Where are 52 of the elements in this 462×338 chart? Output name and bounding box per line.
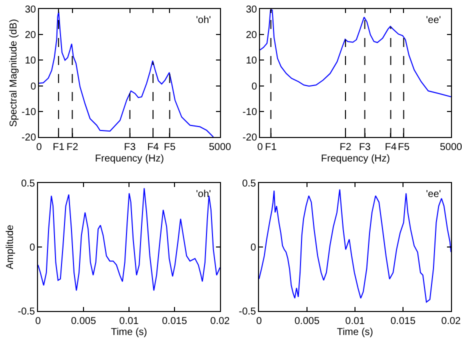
x-tick-label: F5 [164, 142, 176, 153]
x-tick-label: F3 [358, 142, 372, 153]
y-tick-label: 0 [30, 81, 36, 92]
annotation: 'oh' [196, 15, 212, 26]
x-tick-label: 0.01 [345, 316, 366, 327]
y-tick-label: 10 [24, 56, 36, 67]
y-tick-label: -0.5 [238, 306, 256, 318]
x-tick-label: 0.02 [441, 316, 462, 327]
x-tick-label: F1 [265, 142, 278, 153]
x-tick-label: 0.02 [210, 316, 230, 327]
y-tick-label: 0 [29, 242, 36, 254]
x-tick-label: F1 [52, 142, 65, 153]
y-tick-label: 30 [24, 4, 36, 16]
x-tick-label: F4 [147, 142, 160, 153]
y-tick-label: -20 [242, 132, 258, 144]
x-tick-label: 5000 [440, 142, 462, 153]
x-tick-label: F2 [340, 142, 352, 153]
x-tick-label: F5 [398, 142, 410, 153]
y-tick-label: -0.5 [18, 306, 36, 318]
x-tick-label: 0.015 [162, 316, 188, 327]
y-tick-label: 0.5 [242, 178, 256, 190]
y-tick-label: 0 [251, 81, 258, 92]
x-tick-label: 0.01 [119, 316, 140, 327]
x-tick-label: F2 [66, 142, 79, 153]
y-tick-label: -20 [22, 132, 36, 144]
y-tick-label: 30 [246, 4, 258, 16]
line-series [39, 11, 214, 137]
x-axis-title: Time (s) [110, 327, 148, 338]
y-tick-label: 20 [24, 30, 36, 42]
x-tick-label: F3 [124, 142, 136, 153]
line-series [259, 188, 451, 303]
x-axis-title: Time (s) [336, 327, 374, 338]
y-axis-title: Spectral Magnitude (dB) [8, 19, 20, 127]
x-tick-label: 0.005 [294, 316, 320, 327]
y-tick-label: -10 [22, 106, 36, 118]
y-tick-label: -10 [242, 106, 258, 118]
y-axis-title: Amplitude [4, 224, 16, 270]
x-axis-title: Frequency (Hz) [95, 154, 164, 164]
line-series [260, 10, 451, 98]
annotation: 'ee' [426, 189, 442, 200]
x-tick-label: 5000 [208, 142, 232, 153]
annotation: 'ee' [426, 15, 442, 26]
annotation: 'oh' [196, 189, 212, 200]
y-tick-label: 10 [246, 56, 258, 67]
y-tick-label: 20 [246, 30, 258, 42]
y-tick-label: 0.5 [21, 178, 36, 190]
x-axis-title: Frequency (Hz) [321, 154, 390, 164]
x-tick-label: F4 [384, 142, 397, 153]
line-series [38, 188, 220, 292]
x-tick-label: 0.015 [390, 316, 416, 327]
x-tick-label: 0.005 [70, 316, 96, 327]
y-tick-label: 0 [250, 242, 256, 254]
